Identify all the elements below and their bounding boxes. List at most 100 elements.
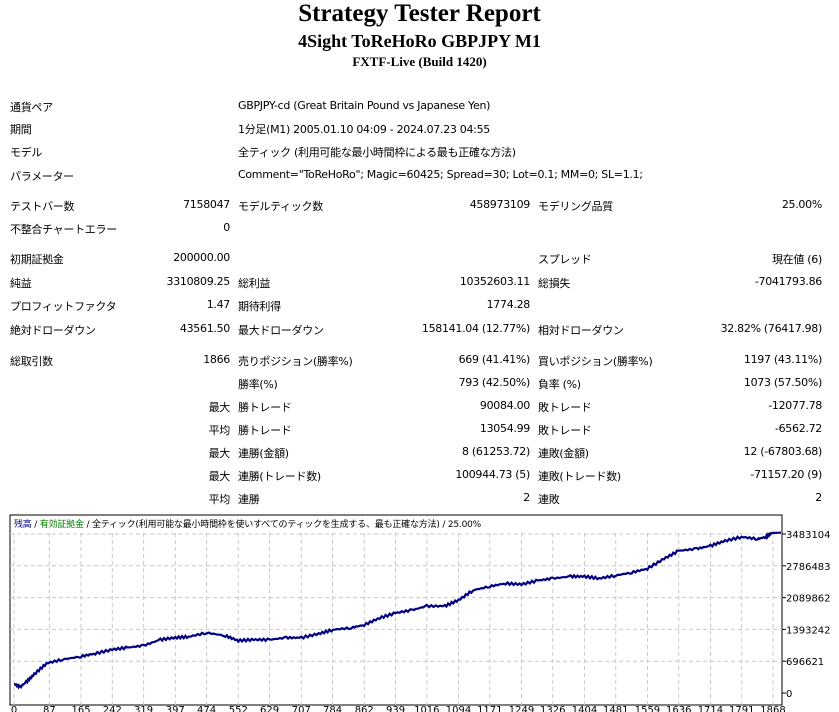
- info-value: 1分足(M1) 2005.01.10 04:09 - 2024.07.23 04…: [238, 123, 490, 136]
- stat-value: 平均: [208, 424, 231, 437]
- stat-value: 100944.73 (5): [455, 468, 530, 481]
- legend-quality: 25.00%: [447, 520, 481, 530]
- x-tick-label: 242: [103, 705, 122, 712]
- x-tick-label: 1404: [572, 705, 597, 712]
- stat-value: 669 (41.41%): [458, 353, 531, 366]
- stat-value: 793 (42.50%): [458, 376, 531, 389]
- x-tick-label: 862: [355, 705, 374, 712]
- x-tick-label: 552: [229, 705, 248, 712]
- stat-label: 期待利得: [238, 300, 281, 313]
- x-tick-label: 1868: [760, 705, 785, 712]
- stat-value: 13054.99: [479, 422, 530, 435]
- stat-label: 勝トレード: [238, 424, 292, 437]
- stat-label: 連敗(金額): [538, 447, 589, 460]
- info-label: 通貨ペア: [10, 101, 53, 114]
- stat-value: 1.47: [206, 298, 231, 311]
- stat-label: 総損失: [538, 277, 571, 290]
- stat-value: -71157.20 (9): [750, 468, 822, 481]
- legend-equity: 有効証拠金: [39, 520, 84, 530]
- y-tick-label: 3483104: [786, 530, 831, 541]
- legend-sep: /: [439, 520, 448, 530]
- stat-value: 458973109: [469, 198, 531, 211]
- stat-value: 90084.00: [479, 399, 530, 412]
- info-value: 全ティック (利用可能な最小時間枠による最も正確な方法): [238, 146, 516, 159]
- stat-label: 連勝(トレード数): [238, 470, 321, 483]
- x-tick-label: 1481: [603, 705, 628, 712]
- stat-value: 32.82% (76417.98): [720, 322, 823, 335]
- info-label: パラメーター: [10, 170, 74, 183]
- x-tick-label: 1171: [477, 705, 502, 712]
- x-tick-label: 397: [166, 705, 185, 712]
- legend-sep: /: [31, 520, 40, 530]
- x-tick-label: 629: [260, 705, 279, 712]
- stat-label: 初期証拠金: [10, 253, 64, 266]
- stat-label: 連勝: [238, 493, 260, 506]
- x-tick-label: 87: [43, 705, 56, 712]
- stat-label: 不整合チャートエラー: [10, 223, 117, 236]
- stat-label: 勝トレード: [238, 401, 292, 414]
- stat-label: 敗トレード: [538, 401, 592, 414]
- stat-value: 1073 (57.50%): [743, 376, 822, 389]
- stat-value: 1197 (43.11%): [743, 353, 822, 366]
- x-tick-label: 165: [71, 705, 90, 712]
- stat-label: 純益: [10, 277, 32, 290]
- stat-label: プロフィットファクタ: [10, 300, 117, 313]
- stat-value: 2: [815, 491, 822, 504]
- legend-model: 全ティック(利用可能な最小時間枠を使いすべてのティックを生成する、最も正確な方法…: [91, 520, 440, 530]
- y-tick-label: 2089862: [786, 594, 831, 605]
- x-tick-label: 1094: [446, 705, 471, 712]
- stat-label: 敗トレード: [538, 424, 592, 437]
- stat-label: 最大ドローダウン: [238, 324, 324, 337]
- stat-label: テストバー数: [10, 200, 75, 213]
- legend-sep: /: [83, 520, 92, 530]
- x-tick-label: 1326: [540, 705, 565, 712]
- stat-label: 勝率(%): [238, 378, 278, 391]
- stat-value: 10352603.11: [459, 275, 530, 288]
- stat-label: スプレッド: [538, 253, 592, 266]
- x-tick-label: 319: [134, 705, 153, 712]
- x-tick-label: 0: [11, 705, 17, 712]
- x-tick-label: 474: [197, 705, 216, 712]
- x-tick-label: 707: [292, 705, 311, 712]
- stat-value: 最大: [208, 401, 231, 414]
- info-label: モデル: [10, 146, 43, 159]
- stat-value: 8 (61253.72): [462, 445, 530, 458]
- stat-value: 3310809.25: [166, 275, 231, 288]
- balance-chart: 0 696621 1393242 2089862 2786483 3483104 0 87 16…: [9, 514, 831, 712]
- report-subtitle: 4Sight ToReHoRo GBPJPY M1: [298, 31, 541, 51]
- stat-value: 現在値 (6): [772, 253, 822, 266]
- stat-label: 総利益: [238, 277, 271, 290]
- stat-value: -7041793.86: [754, 275, 822, 288]
- x-tick-label: 784: [323, 705, 342, 712]
- build-info: FXTF-Live (Build 1420): [352, 54, 487, 69]
- stat-label: モデルティック数: [238, 200, 323, 213]
- x-tick-label: 939: [386, 705, 405, 712]
- x-tick-label: 1016: [414, 705, 439, 712]
- stat-label: 連勝(金額): [238, 447, 289, 460]
- report-title: Strategy Tester Report: [298, 0, 541, 27]
- stat-value: 158141.04 (12.77%): [421, 322, 530, 335]
- info-value: Comment="ToReHoRo"; Magic=60425; Spread=…: [238, 168, 643, 181]
- stat-label: 連敗(トレード数): [538, 470, 621, 483]
- stat-value: 25.00%: [781, 198, 822, 211]
- stat-value: 0: [223, 221, 230, 234]
- stat-value: 7158047: [183, 198, 230, 211]
- stat-label: モデリング品質: [538, 200, 613, 213]
- x-tick-label: 1791: [729, 705, 754, 712]
- y-tick-label: 696621: [786, 657, 824, 668]
- legend-balance: 残高: [14, 520, 32, 530]
- stat-value: 2: [523, 491, 530, 504]
- stat-value: 1774.28: [486, 298, 531, 311]
- stat-value: 1866: [203, 353, 230, 366]
- info-value: GBPJPY-cd (Great Britain Pound vs Japane…: [238, 99, 491, 112]
- stat-label: 負率 (%): [538, 378, 581, 391]
- stat-label: 連敗: [538, 493, 560, 506]
- stat-value: 平均: [208, 493, 231, 506]
- stat-label: 総取引数: [10, 355, 53, 368]
- stat-value: 12 (-67803.68): [743, 445, 823, 458]
- stat-label: 相対ドローダウン: [538, 324, 624, 337]
- stat-label: 売りポジション(勝率%): [238, 355, 353, 368]
- stat-value: 最大: [208, 470, 231, 483]
- y-tick-label: 2786483: [786, 562, 831, 573]
- stat-value: 43561.50: [179, 322, 230, 335]
